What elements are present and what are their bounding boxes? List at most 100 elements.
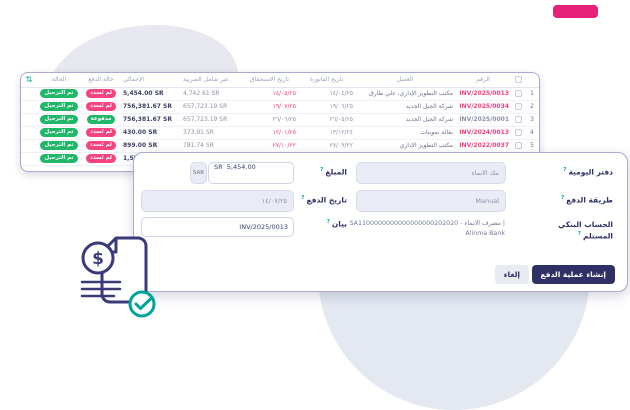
status-badge: تم الترحيل — [40, 115, 78, 124]
client-cell: بقالة تموينات — [355, 126, 455, 140]
status-badge: تم الترحيل — [40, 128, 78, 137]
register-payment-dialog: دفتر اليومية? بنك الانماء المبلغ? SR 5,4… — [133, 152, 628, 292]
payment-status-badge: لم تُسدد — [86, 102, 116, 111]
due-date-cell: ١٩/٠٧/٢٥ — [241, 100, 298, 114]
client-cell: شركة الجيل الجديد — [355, 113, 455, 127]
status-cell: تم الترحيل — [37, 152, 81, 166]
create-payment-button[interactable]: إنشاء عملية الدفع — [531, 265, 615, 284]
app-background: { "colors": { "accent_pink": "#E7217A", … — [20, 5, 628, 410]
payment-status-badge: لم تُسدد — [86, 141, 116, 150]
table-row[interactable]: 3 INV/2025/0001 شركة الجيل الجديد ٢٦/٠٥/… — [21, 113, 539, 127]
status-cell: تم الترحيل — [37, 126, 81, 140]
memo-help-icon[interactable]: ? — [326, 219, 330, 225]
payment-status-cell: لم تُسدد — [81, 100, 121, 114]
status-cell: تم الترحيل — [37, 100, 81, 114]
total-cell: 756,381.67 SR — [121, 100, 181, 114]
recipient-bank-label: الحساب البنكي المستلم? — [558, 220, 613, 241]
header-select-all[interactable] — [511, 73, 525, 88]
payment-status-badge: لم تُسدد — [86, 89, 116, 98]
journal-help-icon[interactable]: ? — [563, 167, 567, 173]
amount-help-icon[interactable]: ? — [320, 167, 324, 173]
table-row[interactable]: 4 INV/2024/0013 بقالة تموينات ١٣/١٢/٢٤ ١… — [21, 126, 539, 140]
row-index: 4 — [525, 126, 539, 140]
payment-method-help-icon[interactable]: ? — [560, 195, 565, 201]
memo-input[interactable]: INV/2025/0013 — [141, 217, 294, 237]
invoice-number-link[interactable]: INV/2025/0013 — [459, 90, 509, 97]
row-checkbox[interactable] — [514, 129, 522, 136]
payment-status-cell: لم تُسدد — [81, 126, 121, 140]
sort-filter-icon[interactable]: ⇅ — [25, 74, 33, 84]
payment-status-badge: لم تُسدد — [86, 128, 116, 137]
header-status[interactable]: الحالة — [37, 73, 81, 88]
row-checkbox[interactable] — [514, 103, 522, 110]
invoice-number-link[interactable]: INV/2025/0034 — [459, 103, 509, 110]
amount-label: المبلغ? — [320, 167, 347, 177]
due-date-cell: ٢٦/٠٦/٢٥ — [241, 113, 298, 127]
untaxed-cell: 4,742.61 SR — [181, 87, 241, 101]
due-date-cell: ٢٧/١٠/٢٢ — [241, 139, 298, 153]
row-index: 5 — [525, 139, 539, 153]
invoice-date-cell: ١٣/١٢/٢٤ — [298, 126, 355, 140]
payment-date-label: تاريخ الدفع? — [301, 195, 347, 205]
total-cell: 5,454.00 SR — [121, 87, 181, 101]
row-index: 2 — [525, 100, 539, 114]
header-due-date[interactable]: تاريخ الاستحقاق — [241, 73, 298, 88]
header-total[interactable]: الإجمالي — [121, 73, 181, 88]
row-checkbox[interactable] — [514, 142, 522, 149]
payment-status-cell: لم تُسدد — [81, 139, 121, 153]
total-cell: 899.00 SR — [121, 139, 181, 153]
client-cell: مكتب التطوير الإداري — [355, 139, 455, 153]
journal-select[interactable]: بنك الانماء — [356, 162, 506, 184]
select-all-checkbox[interactable] — [514, 76, 522, 84]
header-index — [525, 73, 539, 88]
currency-select[interactable]: SAR — [190, 162, 207, 184]
header-untaxed[interactable]: غير شامل الضريبة — [181, 73, 241, 88]
untaxed-cell: 657,723.19 SR — [181, 100, 241, 114]
amount-input[interactable]: SR 5,454.00 — [208, 162, 294, 184]
client-cell: مكتب التطوير الإداري، علي طارق — [355, 87, 455, 101]
check-icon — [134, 297, 153, 310]
journal-label: دفتر اليومية? — [563, 167, 613, 177]
payment-method-label: طريقة الدفع? — [560, 195, 613, 205]
client-cell: شركة الجيل الجديد — [355, 100, 455, 114]
status-cell: تم الترحيل — [37, 113, 81, 127]
status-badge: تم الترحيل — [40, 154, 78, 163]
table-row[interactable]: 2 INV/2025/0034 شركة الجيل الجديد ١٩/٠٦/… — [21, 100, 539, 114]
dollar-circle — [81, 241, 115, 275]
untaxed-cell: 781.74 SR — [181, 139, 241, 153]
payment-method-select[interactable]: Manual — [356, 190, 506, 212]
recipient-bank-value[interactable]: SA1100000000000000000202020 - مصرف الانم… — [349, 220, 505, 238]
status-badge: تم الترحيل — [40, 102, 78, 111]
table-row[interactable]: 1 INV/2025/0013 مكتب التطوير الإداري، عل… — [21, 87, 539, 101]
header-invoice-date[interactable]: تاريخ الفاتورة — [298, 73, 355, 88]
recipient-bank-help-icon[interactable]: ? — [577, 231, 581, 238]
row-index: 3 — [525, 113, 539, 127]
header-filter[interactable]: ⇅ — [21, 73, 37, 88]
invoice-number-link[interactable]: INV/2022/0037 — [459, 142, 509, 149]
payment-date-input[interactable]: ١٤/٠٧/٢٥ — [141, 190, 294, 212]
payment-status-cell: لم تُسدد — [81, 87, 121, 101]
invoice-date-cell: ٢٧/٠٩/٢٢ — [298, 139, 355, 153]
row-checkbox[interactable] — [514, 90, 522, 97]
payment-status-badge: مدفوعة — [86, 115, 116, 124]
top-right-pill[interactable] — [553, 5, 598, 18]
payment-date-help-icon[interactable]: ? — [301, 195, 305, 201]
header-number[interactable]: الرقم — [455, 73, 511, 88]
status-badge: تم الترحيل — [40, 141, 78, 150]
table-header-row: الرقم العميل تاريخ الفاتورة تاريخ الاستح… — [21, 73, 539, 88]
total-cell: 430.00 SR — [121, 126, 181, 140]
table-row[interactable]: 5 INV/2022/0037 مكتب التطوير الإداري ٢٧/… — [21, 139, 539, 153]
invoice-document-icon: $ — [80, 236, 156, 318]
header-payment-status[interactable]: حالة الدفع — [81, 73, 121, 88]
cancel-button[interactable]: إلغاء — [494, 265, 529, 284]
invoice-number-link[interactable]: INV/2025/0001 — [459, 116, 509, 123]
due-date-cell: ١٢/٠١/٢٥ — [241, 126, 298, 140]
row-index: 1 — [525, 87, 539, 101]
invoice-number-link[interactable]: INV/2024/0013 — [459, 129, 509, 136]
untaxed-cell: 373.91 SR — [181, 126, 241, 140]
status-cell: تم الترحيل — [37, 139, 81, 153]
header-client[interactable]: العميل — [355, 73, 455, 88]
invoice-date-cell: ١٩/٠٦/٢٥ — [298, 100, 355, 114]
status-cell: تم الترحيل — [37, 87, 81, 101]
row-checkbox[interactable] — [514, 116, 522, 123]
